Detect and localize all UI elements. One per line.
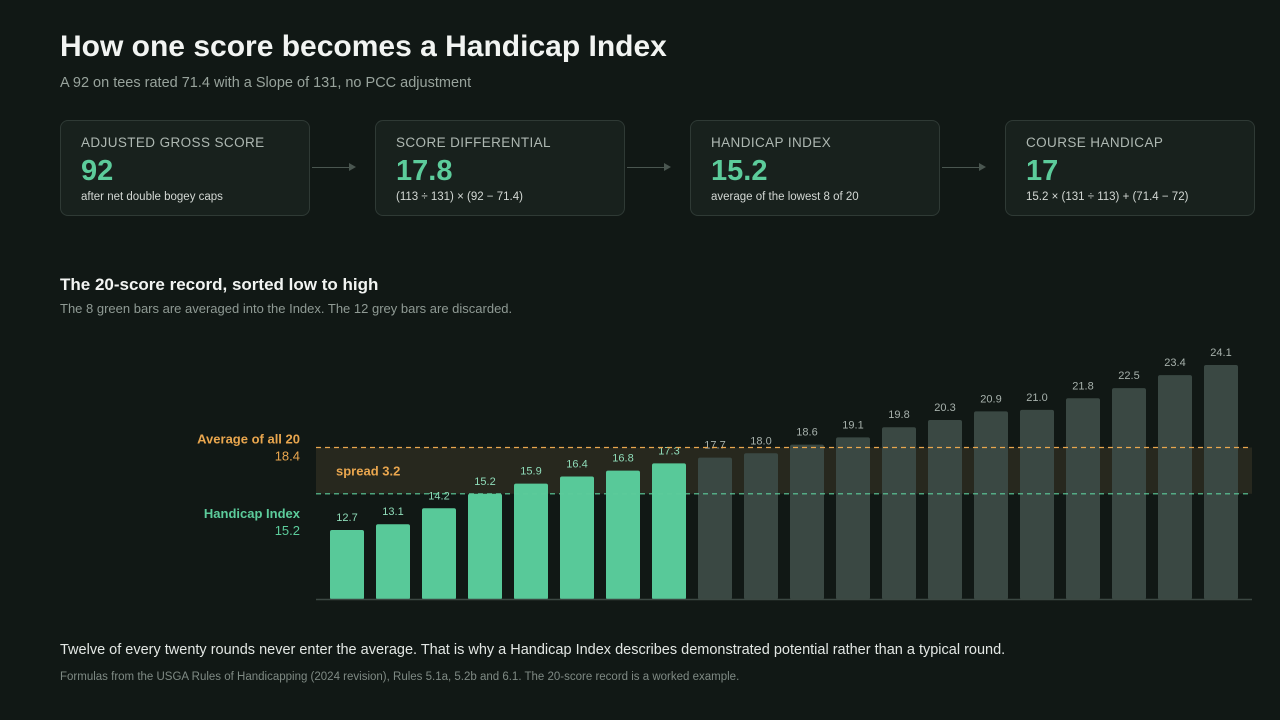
average-label: Average of all 20 — [197, 432, 300, 447]
card-adjusted-gross-score: ADJUSTED GROSS SCORE 92 after net double… — [60, 120, 310, 216]
bar-value-label: 21.8 — [1072, 380, 1093, 392]
discarded-bar — [882, 427, 916, 600]
card-note: 15.2 × (131 ÷ 113) + (71.4 − 72) — [1026, 191, 1189, 203]
counted-bar — [514, 483, 548, 600]
bar-value-label: 23.4 — [1164, 357, 1185, 369]
bar-value-label: 19.1 — [842, 419, 863, 431]
discarded-bar — [790, 444, 824, 600]
bar-value-label: 17.3 — [658, 445, 679, 457]
counted-bar — [606, 470, 640, 600]
card-label: HANDICAP INDEX — [711, 135, 832, 150]
card-course-handicap: COURSE HANDICAP 17 15.2 × (131 ÷ 113) + … — [1005, 120, 1255, 216]
card-label: SCORE DIFFERENTIAL — [396, 135, 551, 150]
card-note: after net double bogey caps — [81, 191, 223, 203]
counted-bar — [652, 463, 686, 600]
section-title: The 20-score record, sorted low to high — [60, 275, 379, 294]
bar-value-label: 18.6 — [796, 427, 817, 439]
bar-value-label: 21.0 — [1026, 392, 1047, 404]
bar-value-label: 15.9 — [520, 466, 541, 478]
discarded-bar — [928, 420, 962, 600]
card-value: 92 — [81, 155, 114, 187]
card-label: COURSE HANDICAP — [1026, 135, 1164, 150]
flow-arrow — [942, 163, 986, 171]
card-handicap-index: HANDICAP INDEX 15.2 average of the lowes… — [690, 120, 940, 216]
card-label: ADJUSTED GROSS SCORE — [81, 135, 265, 150]
discarded-bar — [1020, 409, 1054, 600]
card-note: average of the lowest 8 of 20 — [711, 191, 859, 203]
counted-bar — [330, 529, 364, 600]
counted-bar — [422, 508, 456, 600]
bar-value-label: 14.2 — [428, 490, 449, 502]
card-score-differential: SCORE DIFFERENTIAL 17.8 (113 ÷ 131) × (9… — [375, 120, 625, 216]
bar-value-label: 20.3 — [934, 402, 955, 414]
counted-bar — [376, 524, 410, 600]
card-value: 17.8 — [396, 155, 453, 187]
card-note: (113 ÷ 131) × (92 − 71.4) — [396, 191, 523, 203]
card-value: 15.2 — [711, 155, 768, 187]
bar-value-label: 24.1 — [1210, 347, 1231, 359]
bar-value-label: 13.1 — [382, 506, 403, 518]
discarded-bar — [1066, 398, 1100, 600]
footer-note: Twelve of every twenty rounds never ente… — [60, 642, 1006, 658]
card-value: 17 — [1026, 155, 1059, 187]
spread-label: spread 3.2 — [336, 464, 400, 479]
page-title: How one score becomes a Handicap Index — [60, 30, 667, 63]
bar-value-label: 16.8 — [612, 453, 633, 465]
discarded-bar — [836, 437, 870, 600]
counted-bar — [468, 493, 502, 600]
discarded-bar — [1158, 375, 1192, 600]
bar-value-label: 20.9 — [980, 393, 1001, 405]
spread-band — [316, 447, 1252, 494]
footer-source: Formulas from the USGA Rules of Handicap… — [60, 671, 740, 683]
discarded-bar — [1204, 365, 1238, 600]
bar-value-label: 22.5 — [1118, 370, 1139, 382]
bar-value-label: 19.8 — [888, 409, 909, 421]
discarded-bar — [974, 411, 1008, 600]
handicap-index-label: Handicap Index — [204, 506, 301, 521]
page-subtitle: A 92 on tees rated 71.4 with a Slope of … — [60, 75, 472, 91]
counted-bar — [560, 476, 594, 600]
average-value: 18.4 — [275, 449, 300, 464]
handicap-index-value: 15.2 — [275, 523, 300, 538]
discarded-bar — [744, 453, 778, 600]
discarded-bar — [698, 457, 732, 600]
flow-arrow — [312, 163, 356, 171]
flow-arrow — [627, 163, 671, 171]
bar-value-label: 16.4 — [566, 458, 587, 470]
bar-value-label: 12.7 — [336, 512, 357, 524]
bar-value-label: 18.0 — [750, 435, 771, 447]
section-subtitle: The 8 green bars are averaged into the I… — [60, 301, 513, 316]
bar-value-label: 17.7 — [704, 440, 725, 452]
bar-value-label: 15.2 — [474, 476, 495, 488]
